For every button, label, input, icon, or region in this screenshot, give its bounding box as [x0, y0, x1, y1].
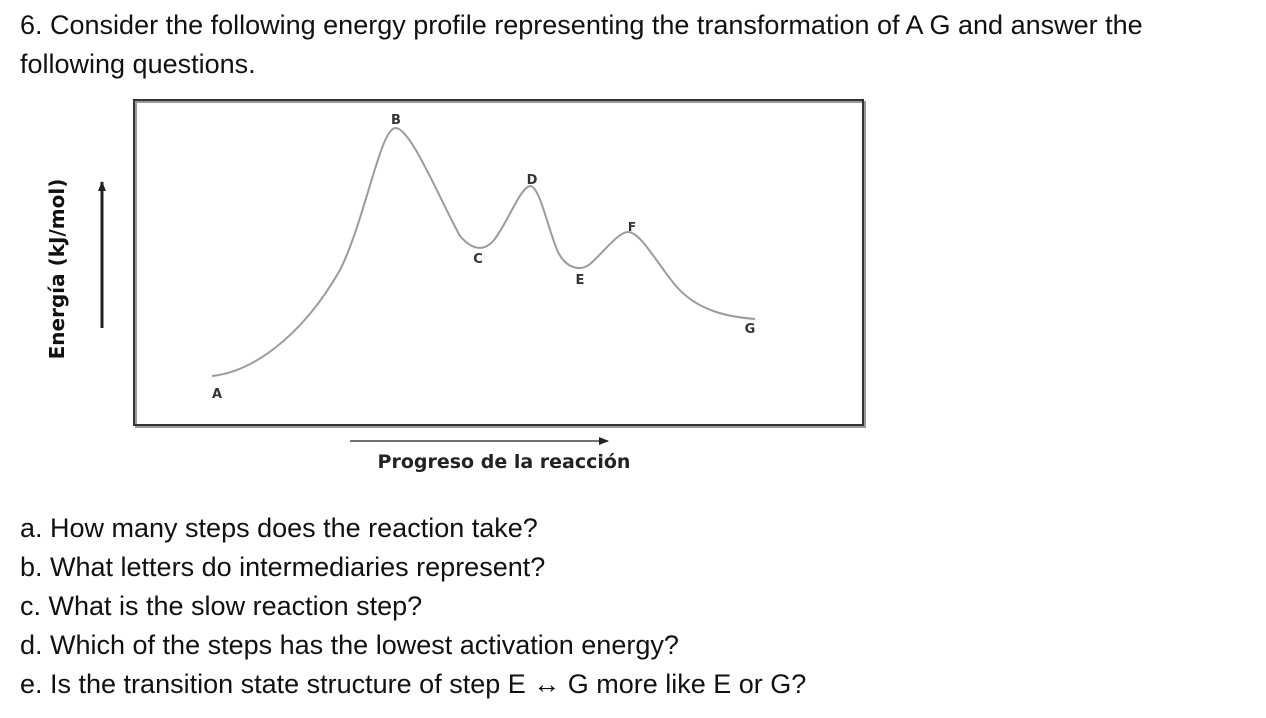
point-label-e: E [576, 273, 585, 288]
plot-frame [133, 99, 864, 426]
point-label-d: D [527, 173, 538, 188]
x-axis-label: Progreso de la reacción [378, 451, 631, 473]
sub-question-d: d. Which of the steps has the lowest act… [20, 630, 679, 660]
y-axis-label: Energía (kJ/mol) [45, 179, 69, 360]
point-label-g: G [745, 322, 756, 337]
question-line-1: 6. Consider the following energy profile… [20, 10, 1143, 40]
energy-curve [211, 127, 756, 377]
sub-question-list: a. How many steps does the reaction take… [20, 509, 806, 704]
sub-question-a: a. How many steps does the reaction take… [20, 513, 538, 543]
sub-question-e: e. Is the transition state structure of … [20, 669, 807, 699]
question-title: 6. Consider the following energy profile… [20, 6, 1256, 84]
sub-question-b: b. What letters do intermediaries repres… [20, 552, 546, 582]
question-line-2: following questions. [20, 49, 256, 79]
point-label-a: A [212, 387, 222, 402]
point-label-c: C [473, 252, 483, 267]
plot-frame-shadow [135, 101, 866, 428]
point-label-b: B [391, 113, 401, 128]
point-label-f: F [628, 220, 636, 234]
sub-question-c: c. What is the slow reaction step? [20, 591, 423, 621]
